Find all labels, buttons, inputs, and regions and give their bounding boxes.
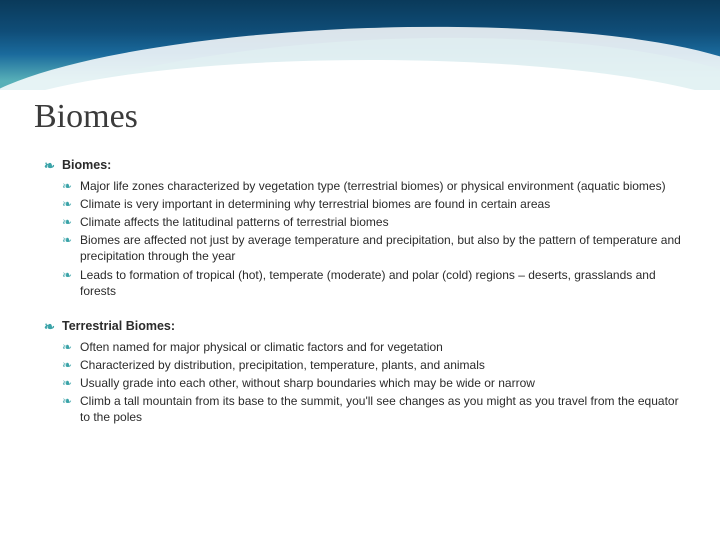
- bullet-sub-icon: ❧: [62, 357, 80, 373]
- section-heading: ❧ Biomes:: [44, 158, 684, 174]
- bullet-sub-icon: ❧: [62, 393, 80, 409]
- bullet-sub-icon: ❧: [62, 214, 80, 230]
- sub-list: ❧ Often named for major physical or clim…: [44, 339, 684, 426]
- bullet-main-icon: ❧: [44, 158, 62, 174]
- slide-title: Biomes: [34, 98, 138, 136]
- list-item-text: Leads to formation of tropical (hot), te…: [80, 267, 684, 299]
- list-item: ❧ Major life zones characterized by vege…: [44, 178, 684, 194]
- list-item-text: Biomes are affected not just by average …: [80, 232, 684, 264]
- section-terrestrial: ❧ Terrestrial Biomes: ❧ Often named for …: [44, 319, 684, 426]
- sub-list: ❧ Major life zones characterized by vege…: [44, 178, 684, 299]
- list-item: ❧ Often named for major physical or clim…: [44, 339, 684, 355]
- list-item-text: Climate is very important in determining…: [80, 196, 684, 212]
- list-item-text: Climb a tall mountain from its base to t…: [80, 393, 684, 425]
- section-biomes: ❧ Biomes: ❧ Major life zones characteriz…: [44, 158, 684, 299]
- list-item-text: Usually grade into each other, without s…: [80, 375, 684, 391]
- bullet-main-icon: ❧: [44, 319, 62, 335]
- list-item: ❧ Leads to formation of tropical (hot), …: [44, 267, 684, 299]
- bullet-sub-icon: ❧: [62, 339, 80, 355]
- section-heading-text: Biomes:: [62, 158, 111, 172]
- bullet-sub-icon: ❧: [62, 178, 80, 194]
- section-heading-text: Terrestrial Biomes:: [62, 319, 175, 333]
- list-item: ❧ Characterized by distribution, precipi…: [44, 357, 684, 373]
- list-item: ❧ Biomes are affected not just by averag…: [44, 232, 684, 264]
- list-item: ❧ Climb a tall mountain from its base to…: [44, 393, 684, 425]
- list-item: ❧ Usually grade into each other, without…: [44, 375, 684, 391]
- list-item: ❧ Climate is very important in determini…: [44, 196, 684, 212]
- list-item-text: Characterized by distribution, precipita…: [80, 357, 684, 373]
- bullet-sub-icon: ❧: [62, 196, 80, 212]
- list-item: ❧ Climate affects the latitudinal patter…: [44, 214, 684, 230]
- slide-content: ❧ Biomes: ❧ Major life zones characteriz…: [44, 158, 684, 445]
- list-item-text: Major life zones characterized by vegeta…: [80, 178, 684, 194]
- list-item-text: Often named for major physical or climat…: [80, 339, 684, 355]
- slide: Biomes ❧ Biomes: ❧ Major life zones char…: [0, 0, 720, 540]
- section-heading: ❧ Terrestrial Biomes:: [44, 319, 684, 335]
- list-item-text: Climate affects the latitudinal patterns…: [80, 214, 684, 230]
- bullet-sub-icon: ❧: [62, 267, 80, 283]
- bullet-sub-icon: ❧: [62, 232, 80, 248]
- bullet-sub-icon: ❧: [62, 375, 80, 391]
- header-decoration: [0, 0, 720, 90]
